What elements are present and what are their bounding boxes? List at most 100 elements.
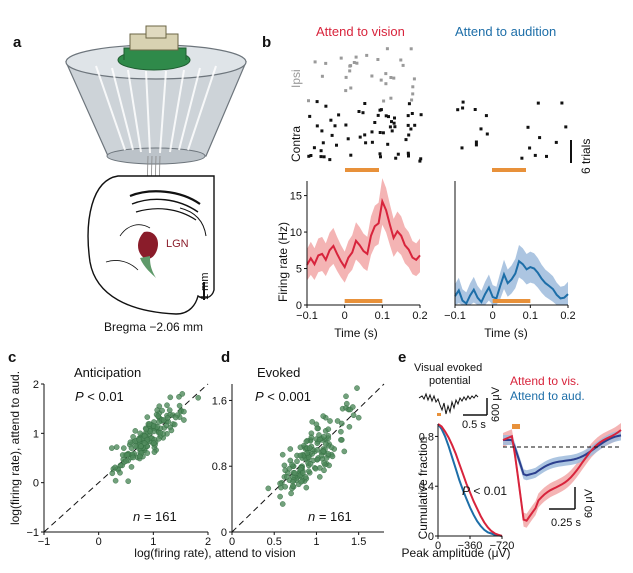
scatter-point	[130, 454, 136, 461]
scatter-point	[305, 468, 312, 475]
panel-d-label: d	[221, 349, 230, 366]
raster-tick-ipsi	[411, 85, 415, 89]
scatter-point	[329, 453, 336, 460]
raster-tick-contra	[361, 111, 365, 115]
unity-line	[231, 383, 385, 533]
raster-tick-contra	[418, 159, 422, 163]
scatter-evoked: 0 0.5 1 1.5 0 0.8 1.6	[212, 383, 385, 548]
raster-tick-contra	[545, 154, 548, 158]
scatter-point	[121, 445, 127, 451]
psth-ylabel: Firing rate (Hz)	[276, 222, 290, 302]
raster-tick-contra	[460, 146, 464, 150]
raster-tick-contra	[320, 129, 324, 133]
scatter-point	[346, 423, 353, 430]
raster-tick-ipsi	[411, 92, 415, 96]
psth-error-band	[307, 178, 420, 283]
psth-y-tick-label: 5	[296, 264, 302, 276]
raster-tick-contra	[390, 120, 393, 124]
raster-tick-contra	[407, 154, 410, 158]
scatter-point	[316, 465, 323, 471]
panel-b-label: b	[262, 34, 271, 51]
raster-tick-contra	[485, 132, 489, 136]
scatter-point	[117, 469, 123, 476]
n-anticipation: n = 161	[133, 509, 177, 524]
raster-tick-contra	[307, 154, 311, 158]
scatter-point	[321, 467, 327, 474]
scatter-point	[195, 394, 201, 401]
raster-tick-contra	[528, 146, 532, 150]
raster-tick-contra	[363, 133, 367, 137]
raster-tick-ipsi	[352, 61, 356, 64]
psth-x-tick-label: −0.1	[444, 310, 466, 322]
raster-tick-contra	[376, 113, 380, 117]
scatter-point	[322, 441, 329, 447]
scatter-point	[132, 428, 139, 434]
scatter-point	[338, 428, 344, 435]
scatter-point	[151, 440, 157, 447]
scatter-point	[281, 462, 288, 469]
scatter-point	[279, 501, 286, 507]
scatter-point	[314, 425, 321, 432]
raster-tick-ipsi	[348, 69, 352, 73]
scatter-point	[176, 402, 183, 409]
scatter-point	[166, 407, 173, 413]
raster-tick-contra	[379, 108, 383, 112]
cum-y-tick-label: 0	[428, 531, 434, 543]
raster-tick-contra	[357, 110, 361, 113]
raster-tick-contra	[363, 102, 367, 105]
raster-tick-contra	[387, 115, 390, 119]
scatter-point	[355, 414, 362, 421]
raster-tick-contra	[322, 155, 326, 159]
psth-x-tick-label: 0.2	[412, 310, 427, 322]
scatter-point	[181, 408, 187, 415]
psth-y-tick-label: 15	[290, 191, 302, 203]
scatter-point	[338, 437, 344, 443]
raster-tick-contra	[407, 102, 411, 106]
scatter-point	[277, 480, 283, 487]
raster-tick-contra	[474, 143, 478, 147]
scatter-point	[137, 443, 144, 450]
scatter-point	[157, 429, 164, 436]
panel-c-label: c	[8, 349, 16, 366]
scatter-point	[343, 393, 349, 400]
scatter-point	[291, 469, 298, 476]
trace-line-audition	[503, 434, 622, 477]
scatter-point	[179, 391, 186, 397]
raster-tick-contra	[312, 146, 316, 150]
scatter-y-tick-label: 1	[33, 428, 39, 440]
raster-tick-contra	[560, 101, 564, 105]
scatter-x-tick-label: 2	[205, 536, 211, 548]
psth-mean-line	[454, 259, 569, 306]
scatter-point	[334, 418, 341, 424]
raster-tick-contra	[333, 124, 337, 128]
psth-y-tick-label: 0	[296, 300, 302, 312]
raster-tick-ipsi	[376, 58, 380, 61]
raster-tick-contra	[344, 123, 348, 127]
scatter-point	[167, 394, 174, 401]
scatter-point	[265, 485, 272, 492]
vep-trace	[418, 392, 479, 415]
scatter-point	[297, 452, 304, 459]
lgn-label: LGN	[166, 238, 189, 250]
scatter-point	[279, 451, 286, 458]
scatter-point	[286, 465, 293, 472]
scatter-point	[144, 450, 151, 456]
raster-tick-contra	[526, 125, 530, 129]
psth-error-band	[455, 245, 568, 305]
scatter-point	[123, 458, 129, 464]
scatter-point	[282, 483, 289, 490]
raster-tick-ipsi	[370, 74, 374, 78]
ipsi-label: Ipsi	[289, 69, 303, 88]
raster-tick-contra	[410, 112, 414, 115]
raster-tick-contra	[474, 140, 478, 144]
scatter-x-tick-label: 1.5	[351, 536, 366, 548]
psth-attend-audition: −0.1 0 0.1 0.2	[444, 181, 576, 322]
scatter-point	[314, 446, 321, 453]
p-value-evoked: P < 0.001	[255, 389, 311, 404]
raster-tick-ipsi	[401, 63, 405, 67]
cum-xlabel: Peak amplitude (μV)	[402, 546, 511, 560]
trace-line-vision	[502, 429, 622, 522]
raster-tick-contra	[330, 133, 334, 137]
scatter-point	[338, 420, 345, 427]
